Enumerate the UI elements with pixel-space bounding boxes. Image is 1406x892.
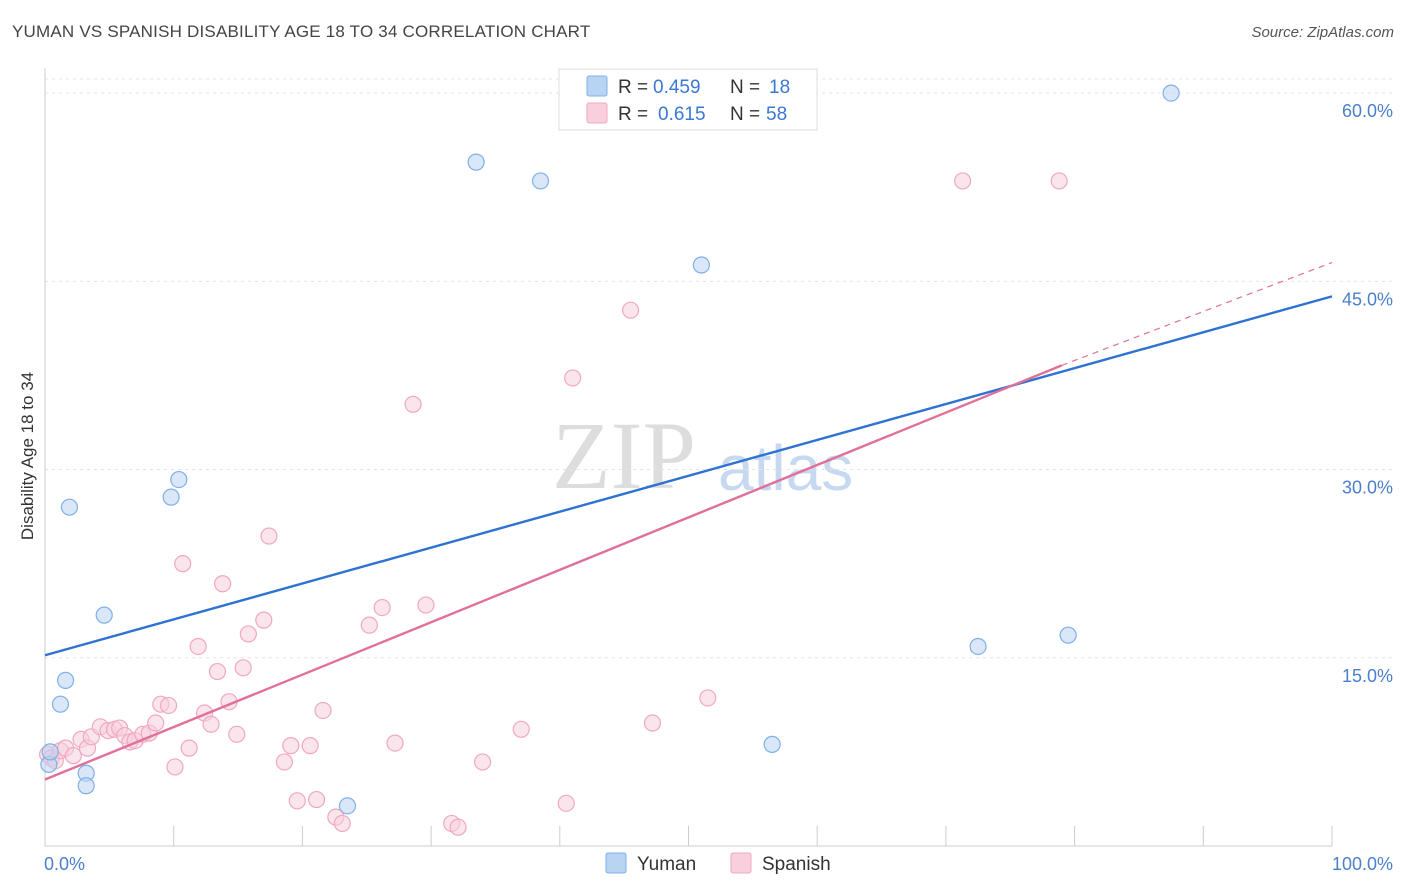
spanish-point[interactable] <box>417 596 435 614</box>
spanish-point[interactable] <box>147 714 165 732</box>
legend-n-value-yuman: 18 <box>769 77 790 98</box>
yuman-point[interactable] <box>763 735 781 753</box>
y-axis-title: Disability Age 18 to 34 <box>18 372 37 540</box>
yuman-point[interactable] <box>1162 84 1180 102</box>
watermark-atlas: atlas <box>718 432 853 504</box>
legend-n-value-spanish: 58 <box>766 104 787 125</box>
grid <box>45 78 1392 659</box>
spanish-points <box>38 172 1068 836</box>
legend-swatch-yuman <box>586 75 608 97</box>
bottom-legend-label-yuman[interactable]: Yuman <box>637 854 696 875</box>
spanish-trend-line <box>44 364 1063 781</box>
spanish-point[interactable] <box>557 794 575 812</box>
y-tick-labels: 15.0% 30.0% 45.0% 60.0% <box>1342 101 1393 686</box>
spanish-point[interactable] <box>307 790 326 809</box>
spanish-point[interactable] <box>643 714 662 732</box>
y-tick-label: 30.0% <box>1342 478 1393 498</box>
spanish-point[interactable] <box>404 395 422 413</box>
spanish-point[interactable] <box>386 734 404 752</box>
bottom-legend[interactable]: Yuman Spanish <box>605 852 831 875</box>
y-tick-label: 45.0% <box>1342 289 1393 309</box>
spanish-point[interactable] <box>301 737 319 755</box>
yuman-point[interactable] <box>162 488 180 506</box>
legend-n-label-spanish: N = <box>730 104 760 125</box>
spanish-point[interactable] <box>208 662 227 681</box>
y-tick-label: 60.0% <box>1342 101 1393 121</box>
yuman-point[interactable] <box>531 172 550 190</box>
spanish-point[interactable] <box>288 792 306 810</box>
spanish-point[interactable] <box>512 720 530 738</box>
spanish-point[interactable] <box>234 659 252 677</box>
watermark: ZIP atlas <box>552 402 853 509</box>
spanish-point[interactable] <box>159 696 178 715</box>
yuman-point[interactable] <box>467 153 485 171</box>
yuman-point[interactable] <box>77 777 95 795</box>
spanish-trend-extension <box>1061 261 1333 366</box>
chart-source: Source: ZipAtlas.com <box>1251 24 1394 41</box>
spanish-point[interactable] <box>275 753 293 771</box>
bottom-legend-swatch-spanish[interactable] <box>730 852 752 874</box>
spanish-point[interactable] <box>564 369 582 387</box>
spanish-point[interactable] <box>64 747 82 765</box>
yuman-point[interactable] <box>170 470 188 489</box>
legend-r-label-spanish: R = <box>618 104 648 125</box>
spanish-point[interactable] <box>174 555 192 573</box>
spanish-point[interactable] <box>214 575 232 593</box>
spanish-point[interactable] <box>189 637 207 656</box>
legend-n-label-yuman: N = <box>730 77 760 98</box>
yuman-point[interactable] <box>969 637 987 656</box>
spanish-point[interactable] <box>360 616 378 634</box>
spanish-point[interactable] <box>166 758 184 776</box>
yuman-point[interactable] <box>338 797 357 815</box>
yuman-trend-line <box>44 295 1333 657</box>
top-legend: R = 0.459 N = 18 R = 0.615 N = 58 <box>558 68 818 131</box>
yuman-point[interactable] <box>60 498 79 516</box>
spanish-point[interactable] <box>202 715 220 733</box>
spanish-point[interactable] <box>449 818 467 836</box>
yuman-point[interactable] <box>56 671 75 689</box>
yuman-point[interactable] <box>1059 626 1077 644</box>
yuman-point[interactable] <box>41 743 59 761</box>
yuman-point[interactable] <box>51 695 70 713</box>
spanish-point[interactable] <box>314 701 332 720</box>
watermark-zip: ZIP <box>552 402 696 509</box>
yuman-point[interactable] <box>95 606 113 624</box>
legend-r-label-yuman: R = <box>618 77 648 98</box>
spanish-point[interactable] <box>180 739 198 757</box>
spanish-point[interactable] <box>373 598 391 617</box>
trend-lines <box>44 261 1333 781</box>
legend-r-value-spanish: 0.615 <box>658 104 706 125</box>
spanish-point[interactable] <box>699 689 717 707</box>
spanish-point[interactable] <box>621 301 640 319</box>
x-tick-label-max: 100.0% <box>1332 854 1393 874</box>
spanish-point[interactable] <box>255 611 273 629</box>
x-tick-label-min: 0.0% <box>44 854 85 874</box>
x-ticks <box>44 826 1333 846</box>
spanish-point[interactable] <box>260 527 278 545</box>
spanish-point[interactable] <box>473 753 492 771</box>
yuman-point[interactable] <box>692 256 710 274</box>
y-tick-label: 15.0% <box>1342 666 1393 686</box>
spanish-point[interactable] <box>333 814 351 833</box>
spanish-point[interactable] <box>239 625 257 643</box>
spanish-point[interactable] <box>282 737 300 755</box>
yuman-points <box>40 84 1180 815</box>
spanish-point[interactable] <box>954 172 972 190</box>
bottom-legend-label-spanish[interactable]: Spanish <box>762 854 831 875</box>
bottom-legend-swatch-yuman[interactable] <box>605 852 627 874</box>
chart-title: YUMAN VS SPANISH DISABILITY AGE 18 TO 34… <box>12 22 591 41</box>
spanish-point[interactable] <box>228 725 246 743</box>
legend-r-value-yuman: 0.459 <box>653 77 701 98</box>
legend-swatch-spanish <box>586 102 608 124</box>
spanish-point[interactable] <box>1050 172 1068 190</box>
